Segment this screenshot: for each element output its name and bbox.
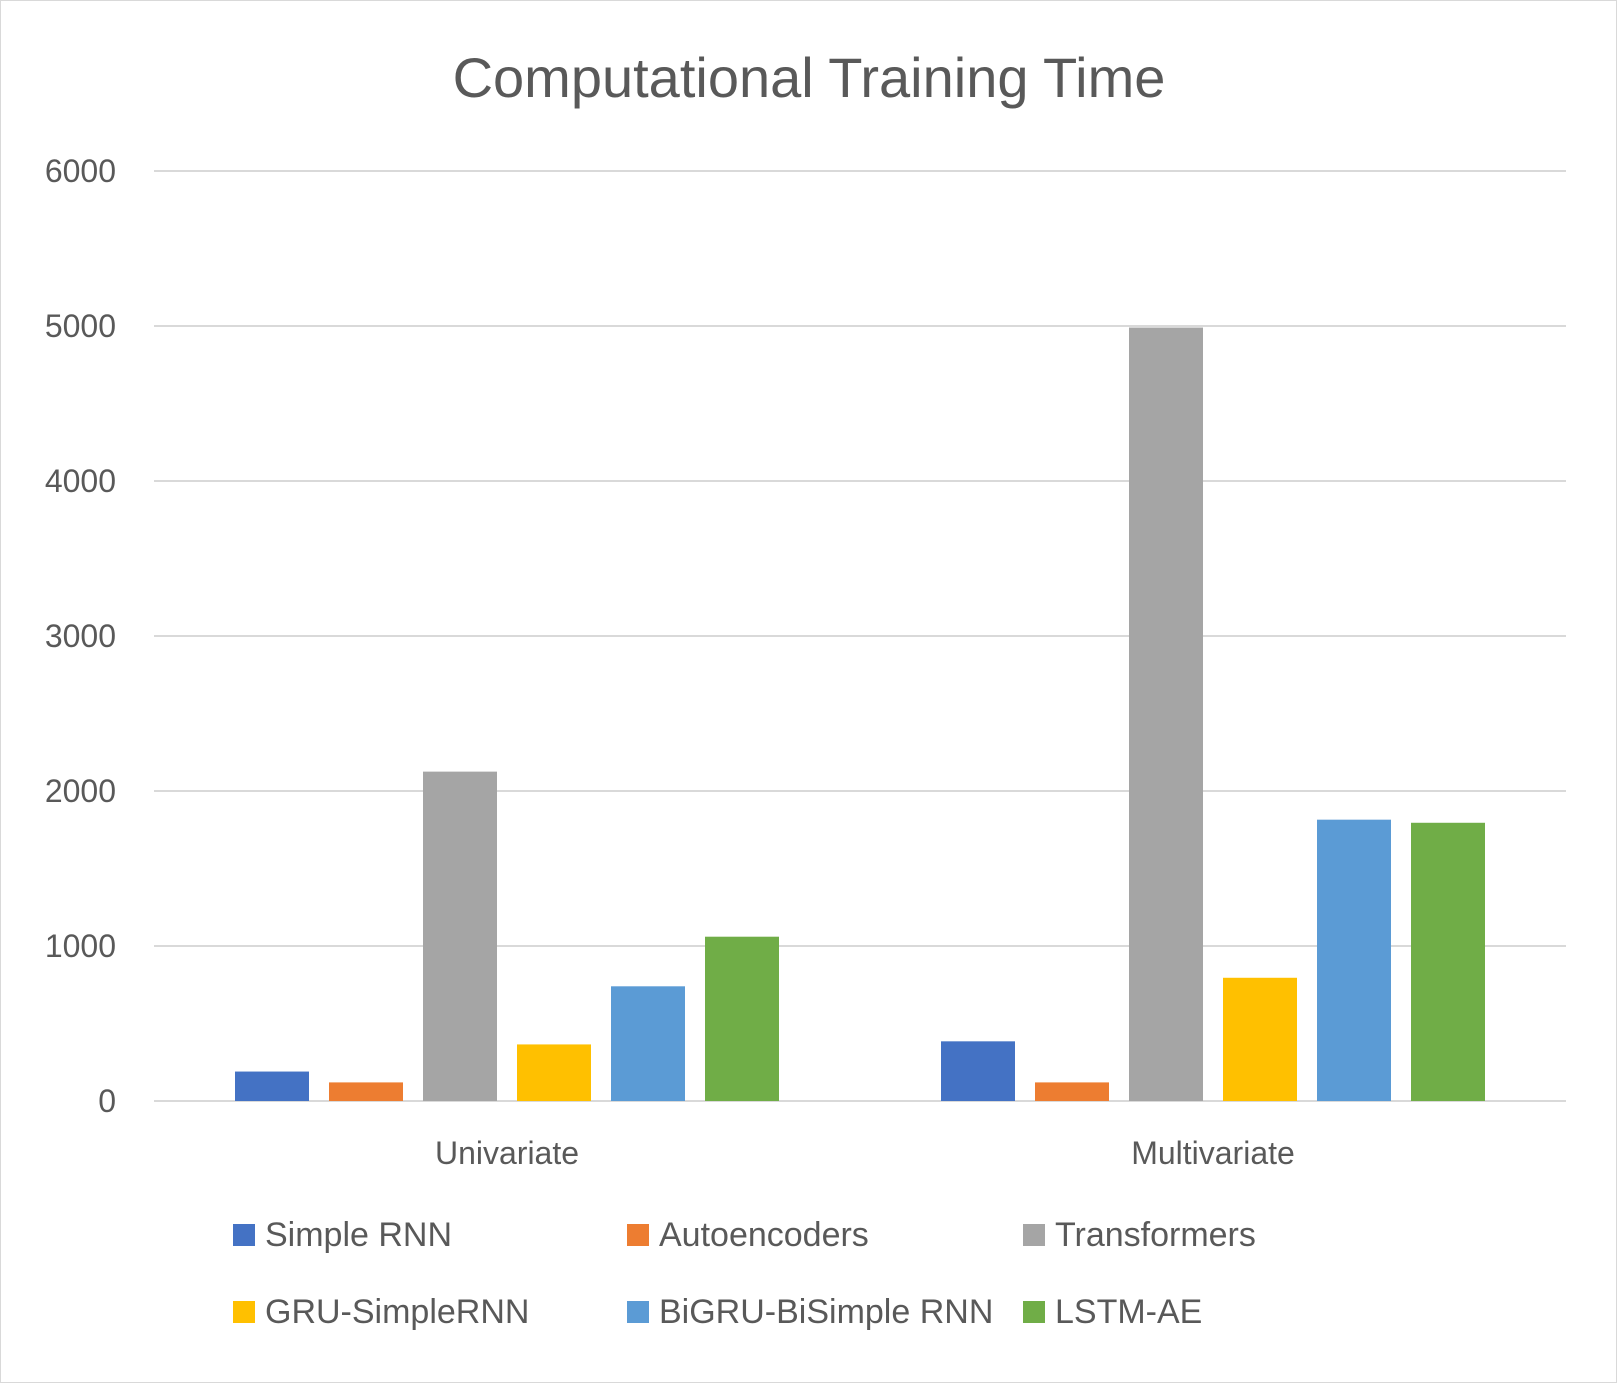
bars (235, 327, 1485, 1101)
legend-label: GRU-SimpleRNN (265, 1293, 529, 1331)
bar-gru-simplernn-multivariate (1223, 977, 1297, 1101)
bar-autoencoders-multivariate (1035, 1082, 1109, 1101)
chart-title: Computational Training Time (453, 46, 1166, 109)
legend-label: Simple RNN (265, 1216, 452, 1254)
y-axis-ticks: 0 1000 2000 3000 4000 5000 6000 (45, 153, 116, 1119)
bar-autoencoders-univariate (329, 1082, 403, 1101)
legend-swatch (233, 1224, 255, 1246)
legend-label: LSTM-AE (1055, 1293, 1202, 1331)
legend-swatch (627, 1301, 649, 1323)
gridlines (154, 170, 1566, 1102)
y-tick-label: 0 (98, 1083, 116, 1119)
x-tick-label: Multivariate (1131, 1135, 1295, 1171)
x-tick-label: Univariate (435, 1135, 579, 1171)
legend-swatch (627, 1224, 649, 1246)
legend-swatch (1023, 1224, 1045, 1246)
y-tick-label: 5000 (45, 308, 116, 344)
x-axis-ticks: Univariate Multivariate (435, 1135, 1295, 1171)
bar-transformers-multivariate (1129, 327, 1203, 1101)
bar-lstm-ae-multivariate (1411, 822, 1485, 1101)
legend-label: BiGRU-BiSimple RNN (659, 1293, 993, 1331)
bar-gru-simplernn-univariate (517, 1044, 591, 1101)
y-tick-label: 6000 (45, 153, 116, 189)
bar-simple-rnn-univariate (235, 1071, 309, 1101)
legend-label: Autoencoders (659, 1216, 869, 1254)
bar-bigru-bisimple-rnn-multivariate (1317, 819, 1391, 1101)
legend-swatch (1023, 1301, 1045, 1323)
legend-swatch (233, 1301, 255, 1323)
y-tick-label: 2000 (45, 773, 116, 809)
bar-simple-rnn-multivariate (941, 1041, 1015, 1101)
bar-lstm-ae-univariate (705, 936, 779, 1101)
legend-label: Transformers (1055, 1216, 1256, 1254)
bar-transformers-univariate (423, 771, 497, 1101)
bar-bigru-bisimple-rnn-univariate (611, 986, 685, 1101)
y-tick-label: 1000 (45, 928, 116, 964)
y-tick-label: 3000 (45, 618, 116, 654)
y-tick-label: 4000 (45, 463, 116, 499)
legend: Simple RNN Autoencoders Transformers GRU-Si… (233, 1216, 1256, 1331)
